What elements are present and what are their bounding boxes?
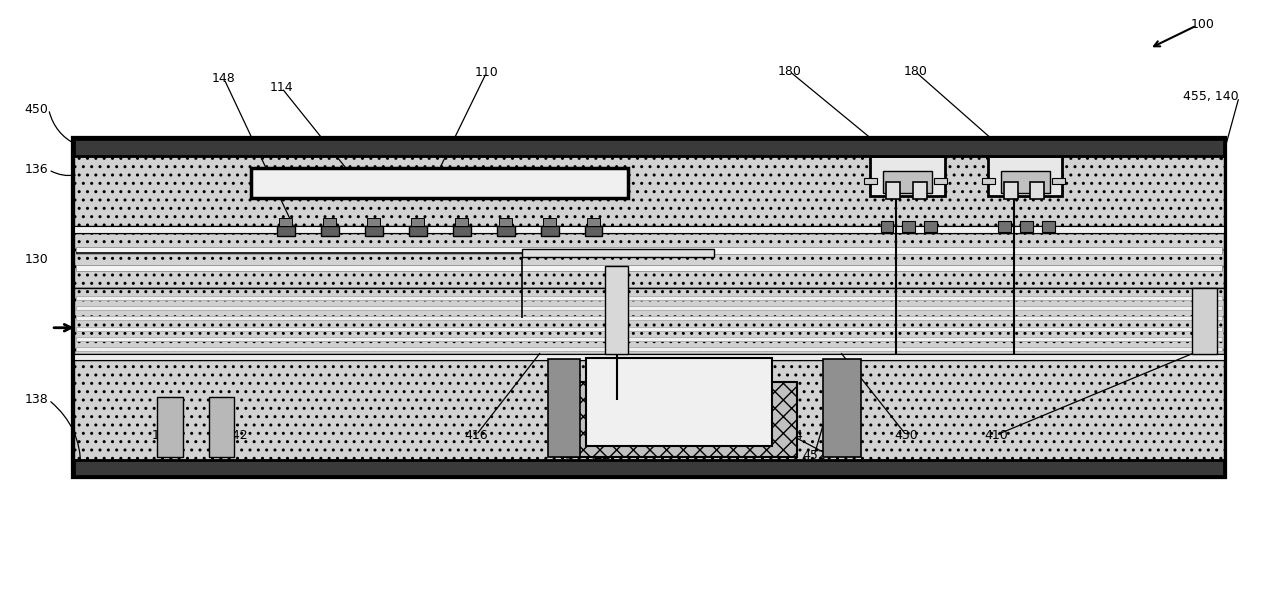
Bar: [586, 358, 772, 445]
Text: 114: 114: [270, 81, 293, 95]
Text: 190: 190: [558, 439, 581, 452]
Bar: [543, 218, 556, 226]
Text: 180: 180: [778, 65, 801, 78]
Bar: [864, 178, 877, 184]
Bar: [1042, 221, 1055, 231]
Bar: [823, 359, 861, 457]
Text: 142: 142: [225, 428, 248, 442]
Bar: [540, 226, 558, 236]
Bar: [74, 360, 1224, 460]
Bar: [886, 182, 900, 199]
Bar: [902, 221, 915, 231]
Bar: [548, 359, 580, 457]
Bar: [605, 265, 628, 355]
Bar: [913, 182, 927, 199]
Bar: [279, 218, 292, 226]
Bar: [74, 156, 1224, 226]
Text: 410: 410: [984, 428, 1007, 442]
Bar: [365, 226, 383, 236]
Bar: [499, 218, 512, 226]
Text: 148: 148: [212, 72, 236, 85]
Text: 455, 140: 455, 140: [1184, 90, 1239, 104]
Text: 430: 430: [895, 428, 918, 442]
Text: 400: 400: [628, 439, 652, 452]
Bar: [934, 178, 947, 184]
Text: 180: 180: [904, 65, 927, 78]
Text: 138: 138: [24, 393, 49, 407]
Bar: [456, 218, 468, 226]
Bar: [74, 287, 1224, 355]
Bar: [1004, 182, 1018, 199]
Bar: [276, 226, 294, 236]
Bar: [74, 139, 1224, 156]
Text: 450: 450: [24, 102, 49, 116]
Bar: [411, 218, 424, 226]
Bar: [74, 139, 1224, 476]
Bar: [74, 233, 1224, 287]
Bar: [1020, 221, 1033, 231]
Text: 130: 130: [24, 253, 49, 266]
Text: 420: 420: [718, 428, 741, 442]
Text: 110: 110: [475, 66, 498, 79]
Text: 100: 100: [1190, 18, 1215, 31]
Bar: [74, 226, 1224, 233]
Bar: [585, 226, 603, 236]
Text: 452: 452: [803, 449, 826, 462]
Bar: [998, 221, 1011, 231]
Bar: [324, 218, 337, 226]
Bar: [1001, 171, 1050, 193]
Bar: [924, 221, 937, 231]
Bar: [588, 218, 600, 226]
Bar: [870, 156, 945, 196]
Bar: [76, 347, 1222, 351]
Text: 136: 136: [26, 163, 49, 176]
Bar: [76, 247, 1222, 254]
Bar: [76, 327, 1222, 331]
Bar: [408, 226, 426, 236]
Text: 144: 144: [152, 428, 175, 442]
Bar: [522, 249, 714, 258]
Bar: [74, 460, 1224, 476]
Bar: [1052, 178, 1065, 184]
Bar: [209, 397, 234, 457]
Bar: [76, 316, 1222, 321]
Text: 404: 404: [780, 428, 803, 442]
Bar: [988, 156, 1062, 196]
Bar: [76, 306, 1222, 310]
Bar: [881, 221, 893, 231]
Bar: [76, 296, 1222, 300]
Bar: [74, 355, 1224, 360]
Bar: [76, 337, 1222, 341]
Bar: [321, 226, 339, 236]
Bar: [497, 226, 515, 236]
Bar: [982, 178, 995, 184]
Bar: [1192, 287, 1217, 355]
Bar: [883, 171, 932, 193]
Bar: [1030, 182, 1044, 199]
Text: 412: 412: [588, 449, 611, 462]
Bar: [76, 265, 1222, 271]
Bar: [251, 168, 628, 198]
Bar: [561, 382, 797, 457]
Bar: [367, 218, 380, 226]
Bar: [157, 397, 183, 457]
Text: 416: 416: [465, 428, 488, 442]
Bar: [453, 226, 471, 236]
